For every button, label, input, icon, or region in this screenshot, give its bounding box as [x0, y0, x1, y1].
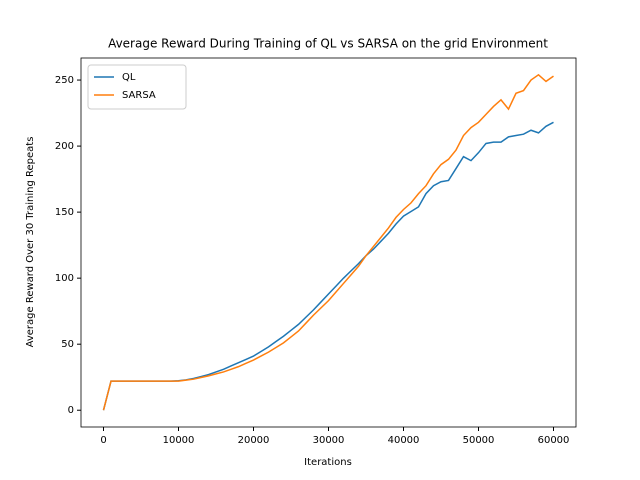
x-tick-label: 10000	[163, 435, 195, 446]
y-tick-label: 200	[55, 141, 74, 152]
x-tick-label: 50000	[463, 435, 495, 446]
y-tick-label: 150	[55, 207, 74, 218]
y-tick-label: 50	[61, 339, 74, 350]
plot-frame	[80, 57, 577, 428]
x-tick-label: 60000	[538, 435, 570, 446]
y-tick-label: 0	[68, 405, 74, 416]
chart-title: Average Reward During Training of QL vs …	[108, 37, 548, 51]
series-line	[102, 121, 554, 411]
x-tick-label: 0	[100, 435, 106, 446]
legend-label: SARSA	[122, 90, 156, 101]
x-axis-label: Iterations	[304, 457, 352, 468]
legend-box	[87, 64, 187, 110]
legend-label: QL	[122, 72, 136, 83]
y-axis-label: Average Reward Over 30 Training Repeats	[25, 137, 36, 348]
x-tick-label: 20000	[238, 435, 270, 446]
y-tick-label: 100	[55, 273, 74, 284]
x-tick-label: 40000	[388, 435, 420, 446]
x-tick-label: 30000	[313, 435, 345, 446]
y-tick-label: 250	[55, 75, 74, 86]
series-line	[102, 73, 554, 411]
